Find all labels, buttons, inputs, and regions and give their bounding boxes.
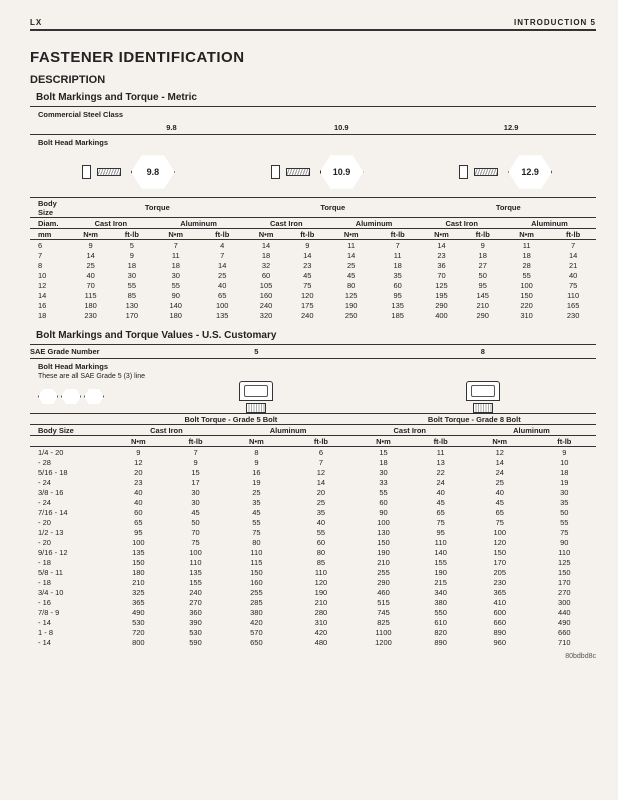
hex-109-icon: 10.9 (320, 153, 364, 191)
table-row: 69574149117149117 (30, 240, 596, 251)
us-markings-icons (30, 380, 596, 413)
page-header: LX INTRODUCTION 5 (30, 18, 596, 31)
hex-icon (61, 388, 81, 405)
table-row: - 14530390420310825610660490 (30, 617, 596, 627)
class-129: 12.9 (426, 121, 596, 135)
metric-markings-row: 9.8 10.9 12.9 (30, 149, 596, 197)
table-row: - 16365270285210515380410300 (30, 597, 596, 607)
table-row: 5/8 - 11180135150110255190205150 (30, 567, 596, 577)
table-row: 10403030256045453570505540 (30, 270, 596, 280)
grade8-bolt-icon (370, 381, 596, 413)
table-row: - 2065505540100757555 (30, 517, 596, 527)
page-title: FASTENER IDENTIFICATION (30, 49, 596, 66)
us-markings-label: Bolt Head Markings (38, 362, 596, 371)
torque8-header: Bolt Torque - Grade 8 Bolt (353, 414, 596, 425)
us-heading: Bolt Markings and Torque Values - U.S. C… (36, 330, 596, 341)
grade-5: 5 (143, 345, 369, 359)
grade5-bolt-icon (143, 381, 369, 413)
bolt-icon (459, 165, 498, 179)
table-row: - 242317191433242519 (30, 477, 596, 487)
us-grade-table: SAE Grade Number 5 8 (30, 345, 596, 359)
torque5-header: Bolt Torque - Grade 5 Bolt (109, 414, 352, 425)
hex-98-icon: 9.8 (131, 153, 175, 191)
table-row: 7/16 - 146045453590656550 (30, 507, 596, 517)
table-row: 1/2 - 13957075551309510075 (30, 527, 596, 537)
hex-icon (84, 388, 104, 405)
metric-heading: Bolt Markings and Torque - Metric (36, 92, 596, 103)
table-row: 1 - 87205305704201100820890660 (30, 627, 596, 637)
table-row: 18230170180135320240250185400290310230 (30, 310, 596, 320)
table-row: 71491171814141123181814 (30, 250, 596, 260)
body-size-header: Body Size (30, 198, 70, 218)
commercial-class-label: Commercial Steel Class (38, 110, 596, 119)
hex-icon (38, 388, 58, 405)
metric-markings-label: Bolt Head Markings (38, 138, 596, 147)
table-row: - 281299718131410 (30, 457, 596, 467)
table-row: - 1815011011585210155170125 (30, 557, 596, 567)
table-row: 3/4 - 10325240255190460340365270 (30, 587, 596, 597)
metric-torque-table: Body Size Torque Torque Torque Diam. Cas… (30, 198, 596, 320)
table-row: 8251818143223251836272821 (30, 260, 596, 270)
footer-code: 80bdbd8c (30, 653, 596, 660)
table-row: 7/8 - 9490360380280745550600440 (30, 607, 596, 617)
bolt-icon (82, 165, 121, 179)
metric-class-table: 9.8 10.9 12.9 (30, 121, 596, 135)
table-row: 9/16 - 1213510011080190140150110 (30, 547, 596, 557)
header-right: INTRODUCTION 5 (514, 18, 596, 27)
bolt-icon (271, 165, 310, 179)
grade-8: 8 (370, 345, 596, 359)
hex-129-icon: 12.9 (508, 153, 552, 191)
description-heading: DESCRIPTION (30, 74, 596, 86)
header-left: LX (30, 18, 42, 27)
table-row: - 148005906504801200890960710 (30, 637, 596, 647)
table-row: 5/16 - 182015161230222418 (30, 467, 596, 477)
table-row: 16180130140100240175190135290210220165 (30, 300, 596, 310)
class-98: 9.8 (87, 121, 257, 135)
table-row: - 2010075806015011012090 (30, 537, 596, 547)
table-row: - 18210155160120290215230170 (30, 577, 596, 587)
table-row: 1411585906516012012595195145150110 (30, 290, 596, 300)
table-row: 3/8 - 164030252055404030 (30, 487, 596, 497)
class-109: 10.9 (256, 121, 426, 135)
table-row: 1/4 - 2097861511129 (30, 447, 596, 458)
sae-label: SAE Grade Number (30, 345, 143, 359)
us-markings-note: These are all SAE Grade 5 (3) line (38, 373, 596, 380)
table-row: 12705555401057580601259510075 (30, 280, 596, 290)
table-row: - 244030352560454535 (30, 497, 596, 507)
us-torque-table: Bolt Torque - Grade 5 Bolt Bolt Torque -… (30, 414, 596, 647)
